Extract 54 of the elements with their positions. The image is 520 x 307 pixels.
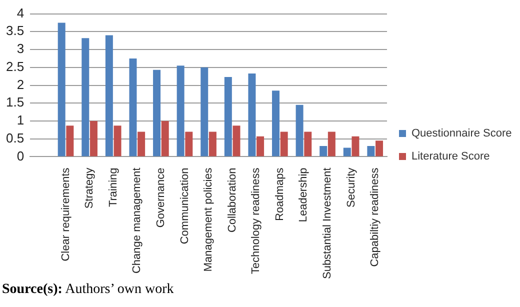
x-tick-label: Leadership bbox=[298, 168, 310, 222]
bar bbox=[200, 67, 208, 156]
x-tick-label: Change management bbox=[131, 168, 144, 274]
y-tick-label: 1.5 bbox=[6, 94, 24, 110]
y-tick-label: 3.5 bbox=[6, 23, 24, 38]
bar bbox=[58, 22, 66, 156]
bar bbox=[105, 35, 113, 156]
bar bbox=[138, 132, 146, 156]
bar bbox=[153, 70, 161, 156]
x-tick-label: Training bbox=[107, 168, 120, 208]
y-tick-label: 1 bbox=[16, 112, 24, 128]
x-tick-label: Security bbox=[345, 167, 358, 208]
x-tick-label: Roadmaps bbox=[274, 167, 286, 221]
bar bbox=[320, 146, 328, 156]
bar bbox=[352, 136, 360, 156]
source-note: Source(s): Authors’ own work bbox=[2, 282, 174, 297]
x-tick-label: Technology readiness bbox=[250, 167, 262, 274]
x-tick-label: Governance bbox=[154, 168, 167, 228]
x-tick-label: Management policies bbox=[202, 167, 215, 272]
bar bbox=[280, 132, 288, 156]
x-tick-label: Clear requirements bbox=[60, 167, 72, 262]
bar bbox=[114, 126, 122, 156]
bar bbox=[224, 77, 232, 156]
bar bbox=[82, 38, 90, 156]
bar bbox=[304, 132, 312, 156]
bar bbox=[376, 140, 384, 156]
x-tick-label: Strategy bbox=[84, 167, 96, 209]
bar bbox=[185, 132, 193, 156]
bar bbox=[232, 126, 240, 156]
bar bbox=[248, 73, 256, 156]
y-tick-label: 2.5 bbox=[6, 58, 24, 74]
bar bbox=[66, 126, 74, 156]
legend-label: Questionnaire Score bbox=[412, 128, 512, 140]
y-tick-label: 2 bbox=[16, 76, 24, 92]
bar bbox=[328, 132, 336, 156]
y-tick-label: 0.5 bbox=[6, 130, 24, 146]
bar bbox=[208, 132, 216, 156]
bar bbox=[161, 120, 169, 156]
bar bbox=[256, 136, 264, 156]
bar bbox=[296, 104, 304, 156]
x-tick-label: Communication bbox=[178, 168, 191, 244]
x-tick-label: Substantial Investment bbox=[322, 168, 334, 280]
bar bbox=[176, 66, 184, 156]
y-tick-label: 0 bbox=[16, 148, 24, 164]
x-tick-label: Collaboration bbox=[226, 168, 238, 233]
bar bbox=[90, 120, 98, 156]
legend-label: Literature Score bbox=[412, 150, 490, 163]
bar bbox=[129, 58, 137, 156]
bar bbox=[367, 146, 375, 156]
bar bbox=[272, 90, 280, 156]
x-tick-label: Capabiltiy readiness bbox=[369, 167, 382, 267]
bar bbox=[343, 148, 351, 156]
y-tick-label: 3 bbox=[16, 41, 24, 56]
y-tick-label: 4 bbox=[16, 5, 24, 20]
